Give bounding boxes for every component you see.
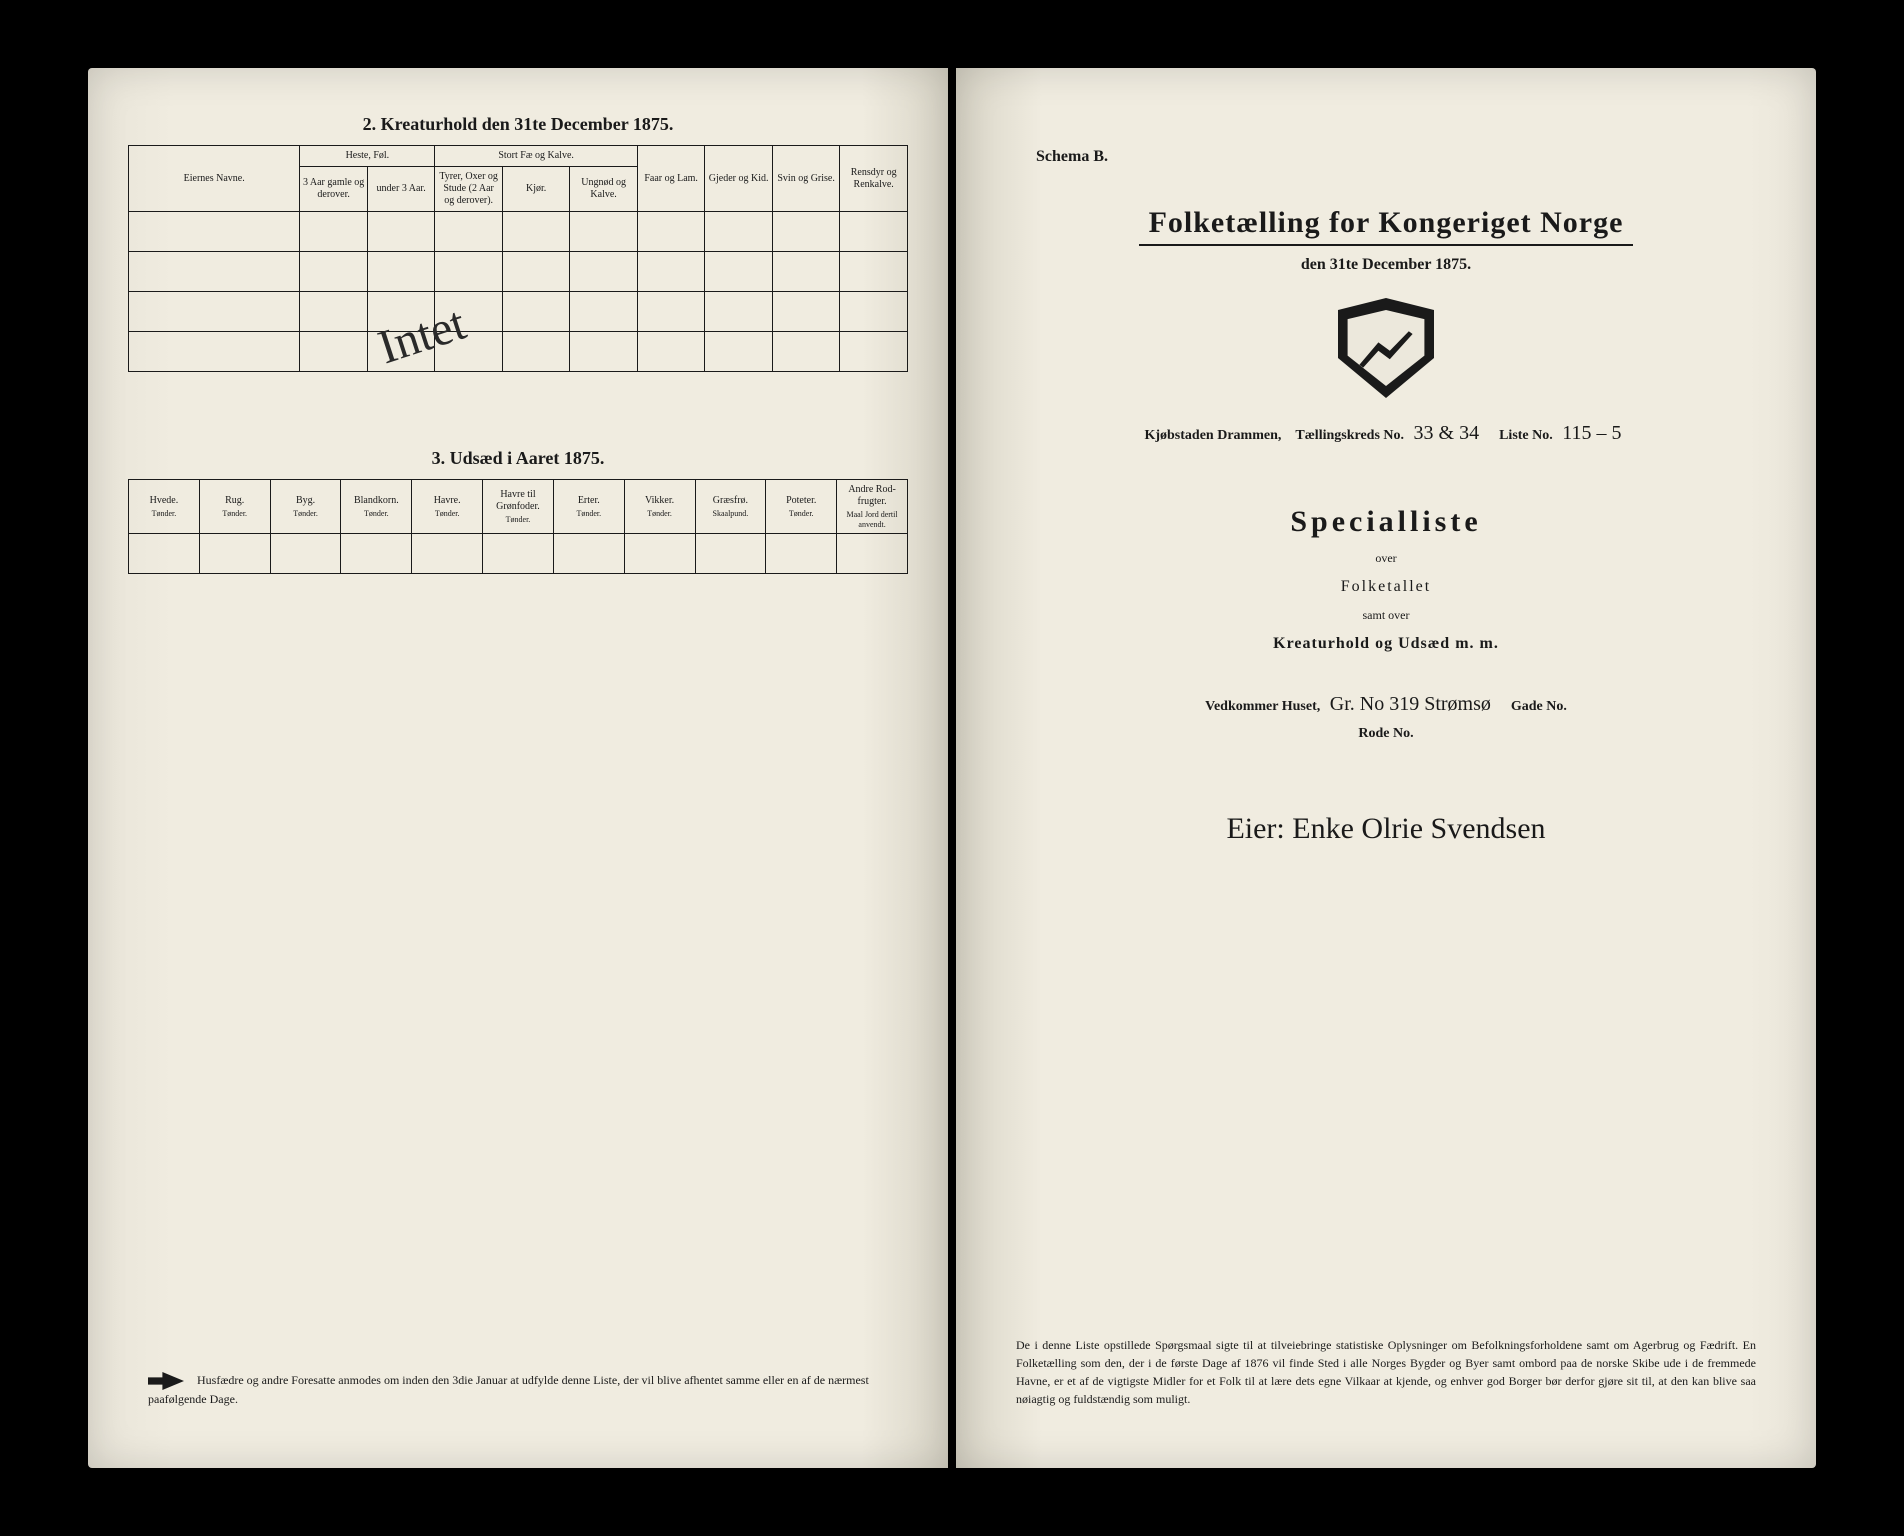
c1: Hvede.Tønder.: [129, 480, 200, 534]
owner-signature: Eier: Enke Olrie Svendsen: [996, 812, 1776, 846]
c5: Havre.Tønder.: [412, 480, 483, 534]
instruction-paragraph: De i denne Liste opstillede Spørgsmaal s…: [1016, 1336, 1756, 1408]
grp-cattle: Stort Fæ og Kalve.: [435, 146, 638, 167]
main-title: Folketælling for Kongeriget Norge: [1139, 206, 1634, 246]
table-row: [129, 332, 908, 372]
scanned-book-spread: 2. Kreaturhold den 31te December 1875. E…: [72, 48, 1832, 1488]
c4: Blandkorn.Tønder.: [341, 480, 412, 534]
seed-table: Hvede.Tønder. Rug.Tønder. Byg.Tønder. Bl…: [128, 479, 908, 574]
specialliste-heading: Specialliste: [996, 505, 1776, 539]
coat-of-arms-icon: [1326, 298, 1446, 398]
left-footnote: Husfædre og andre Foresatte anmodes om i…: [148, 1371, 888, 1408]
section-3-title: 3. Udsæd i Aaret 1875.: [128, 448, 908, 469]
footnote-text: Husfædre og andre Foresatte anmodes om i…: [148, 1373, 869, 1406]
col-pig: Svin og Grise.: [772, 146, 840, 212]
date-line: den 31te December 1875.: [996, 256, 1776, 274]
district-line: Kjøbstaden Drammen, Tællingskreds No. 33…: [1036, 422, 1736, 445]
grp-horses: Heste, Føl.: [300, 146, 435, 167]
c7: Erter.Tønder.: [553, 480, 624, 534]
c10: Poteter.Tønder.: [766, 480, 837, 534]
right-page: Schema B. Folketælling for Kongeriget No…: [956, 68, 1816, 1468]
table-row: [129, 252, 908, 292]
c8: Vikker.Tønder.: [624, 480, 695, 534]
col-cattle-b: Kjør.: [502, 167, 570, 212]
table-row: [129, 292, 908, 332]
pointing-hand-icon: [148, 1372, 184, 1390]
over-1: over: [996, 551, 1776, 566]
house-line: Vedkommer Huset, Gr. No 319 Strømsø Gade…: [1036, 693, 1736, 716]
col-owner: Eiernes Navne.: [129, 146, 300, 212]
c11: Andre Rod-frugter.Maal Jord dertil anven…: [837, 480, 908, 534]
col-horse-a: 3 Aar gamle og derover.: [300, 167, 368, 212]
col-horse-b: under 3 Aar.: [367, 167, 435, 212]
c9: Græsfrø.Skaalpund.: [695, 480, 766, 534]
col-cattle-c: Ungnød og Kalve.: [570, 167, 638, 212]
col-goat: Gjeder og Kid.: [705, 146, 773, 212]
c3: Byg.Tønder.: [270, 480, 341, 534]
left-page: 2. Kreaturhold den 31te December 1875. E…: [88, 68, 948, 1468]
samt-over: samt over: [996, 608, 1776, 623]
table-row: [129, 534, 908, 574]
kreatur-line: Kreaturhold og Udsæd m. m.: [996, 635, 1776, 653]
col-cattle-a: Tyrer, Oxer og Stude (2 Aar og derover).: [435, 167, 503, 212]
col-reindeer: Rensdyr og Renkalve.: [840, 146, 908, 212]
section-2-title: 2. Kreaturhold den 31te December 1875.: [128, 114, 908, 135]
table-row: [129, 212, 908, 252]
livestock-table: Eiernes Navne. Heste, Føl. Stort Fæ og K…: [128, 145, 908, 372]
rode-line: Rode No.: [1036, 726, 1736, 742]
c6: Havre til Grønfoder.Tønder.: [483, 480, 554, 534]
col-sheep: Faar og Lam.: [637, 146, 705, 212]
c2: Rug.Tønder.: [199, 480, 270, 534]
schema-label: Schema B.: [1036, 148, 1776, 166]
folketallet: Folketallet: [996, 578, 1776, 596]
